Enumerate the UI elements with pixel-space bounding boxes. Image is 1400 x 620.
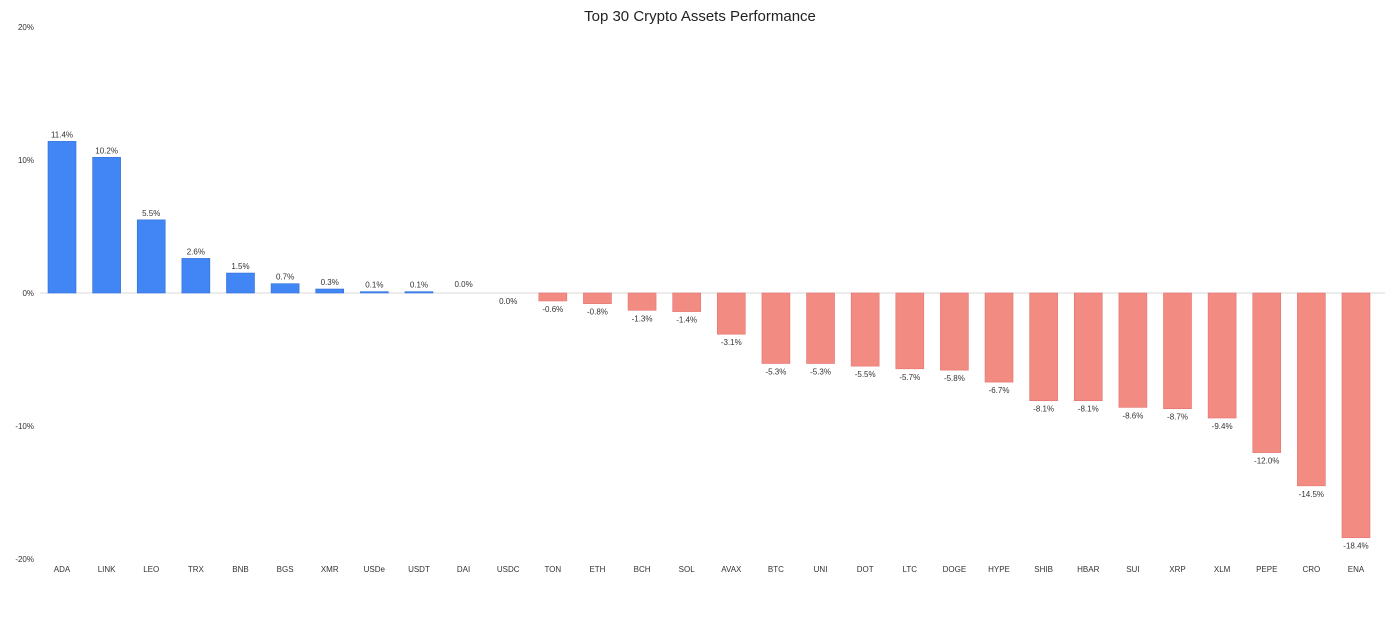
x-tick-label: XRP <box>1169 565 1185 574</box>
data-label: -5.8% <box>944 374 965 383</box>
bar-pepe <box>1252 292 1282 453</box>
x-tick-label: ENA <box>1348 565 1365 574</box>
bar-eth <box>583 292 612 304</box>
x-tick-label: TRX <box>188 565 205 574</box>
data-label: -5.7% <box>899 373 920 382</box>
bar-cro <box>1297 292 1326 487</box>
x-axis-ticks: ADA LINK LEO TRX BNB BGS XMR USDe USDT DAI USDC TON… <box>54 565 1365 574</box>
bar-sol <box>672 292 701 312</box>
bar-shib <box>1029 292 1058 402</box>
y-tick-label: 10% <box>18 156 34 165</box>
data-label: -5.3% <box>810 367 831 376</box>
data-label: -18.4% <box>1343 542 1368 551</box>
data-label: -9.4% <box>1212 422 1233 431</box>
x-tick-label: BCH <box>634 565 651 574</box>
data-label: 0.3% <box>321 278 339 287</box>
bar-bch <box>627 292 657 311</box>
bar-ltc <box>895 292 925 370</box>
data-label: -1.3% <box>632 314 653 323</box>
data-label: 1.5% <box>231 262 249 271</box>
data-label: 0.1% <box>410 281 428 290</box>
bar-ton <box>538 292 568 302</box>
bar-bnb <box>226 272 255 294</box>
x-tick-label: HYPE <box>988 565 1010 574</box>
data-label: -8.1% <box>1078 405 1099 414</box>
x-tick-label: USDT <box>408 565 430 574</box>
data-label: -0.8% <box>587 308 608 317</box>
x-tick-label: HBAR <box>1077 565 1099 574</box>
bar-uni <box>806 292 835 364</box>
y-tick-label: 20% <box>18 23 34 32</box>
x-tick-label: SUI <box>1126 565 1139 574</box>
x-tick-label: USDC <box>497 565 520 574</box>
bars <box>47 141 1371 539</box>
data-label: 2.6% <box>187 247 205 256</box>
data-label: -14.5% <box>1299 490 1324 499</box>
x-tick-label: SHIB <box>1034 565 1053 574</box>
x-tick-label: DOT <box>857 565 874 574</box>
bar-ena <box>1341 292 1371 539</box>
x-tick-label: SOL <box>679 565 696 574</box>
x-tick-label: USDe <box>364 565 386 574</box>
data-label: -12.0% <box>1254 457 1279 466</box>
data-label: -1.4% <box>676 316 697 325</box>
bar-leo <box>136 219 166 294</box>
data-label: 0.7% <box>276 273 294 282</box>
bar-doge <box>940 292 969 371</box>
bar-usdt <box>404 291 434 294</box>
x-tick-label: LTC <box>903 565 918 574</box>
data-label: 5.5% <box>142 209 160 218</box>
x-tick-label: TON <box>544 565 561 574</box>
data-label: 0.1% <box>365 281 383 290</box>
bar-xrp <box>1163 292 1192 410</box>
x-tick-label: LEO <box>143 565 159 574</box>
bar-hype <box>984 292 1014 383</box>
bar-trx <box>181 258 211 294</box>
data-label: -8.7% <box>1167 413 1188 422</box>
data-label: -6.7% <box>989 386 1010 395</box>
x-tick-label: DAI <box>457 565 470 574</box>
x-tick-label: BGS <box>277 565 294 574</box>
data-label: -8.6% <box>1122 411 1143 420</box>
x-tick-label: ETH <box>589 565 605 574</box>
bar-sui <box>1118 292 1148 408</box>
bar-usde <box>360 291 389 294</box>
bar-link <box>92 157 121 294</box>
x-tick-label: CRO <box>1302 565 1320 574</box>
x-tick-label: DOGE <box>943 565 967 574</box>
data-labels: 11.4% 10.2% 5.5% 2.6% 1.5% 0.7% 0.3% 0.1% 0.1% 0.… <box>51 130 1369 550</box>
bar-avax <box>716 292 746 335</box>
y-tick-label: -20% <box>15 555 34 564</box>
bar-xmr <box>315 288 345 294</box>
x-tick-label: AVAX <box>721 565 742 574</box>
y-tick-label: 0% <box>22 289 34 298</box>
data-label: 0.0% <box>499 297 517 306</box>
bar-dot <box>850 292 880 367</box>
bar-hbar <box>1073 292 1103 402</box>
bar-bgs <box>270 283 300 294</box>
data-label: 10.2% <box>95 146 118 155</box>
data-label: -8.1% <box>1033 405 1054 414</box>
x-tick-label: PEPE <box>1256 565 1277 574</box>
data-label: -3.1% <box>721 338 742 347</box>
data-label: 11.4% <box>51 130 73 139</box>
x-tick-label: BNB <box>232 565 248 574</box>
y-tick-label: -10% <box>15 422 34 431</box>
x-tick-label: XMR <box>321 565 339 574</box>
bar-btc <box>761 292 791 364</box>
x-tick-label: XLM <box>1214 565 1231 574</box>
chart-title: Top 30 Crypto Assets Performance <box>584 8 816 25</box>
x-tick-label: ADA <box>54 565 71 574</box>
data-label: -0.6% <box>542 305 563 314</box>
y-axis-ticks: 20% 10% 0% -10% -20% <box>15 23 34 564</box>
x-tick-label: LINK <box>98 565 116 574</box>
x-tick-label: BTC <box>768 565 784 574</box>
bar-xlm <box>1207 292 1237 419</box>
data-label: -5.3% <box>765 367 786 376</box>
data-label: -5.5% <box>855 370 876 379</box>
data-label: 0.0% <box>454 280 472 289</box>
x-tick-label: UNI <box>814 565 828 574</box>
bar-ada <box>47 141 77 294</box>
